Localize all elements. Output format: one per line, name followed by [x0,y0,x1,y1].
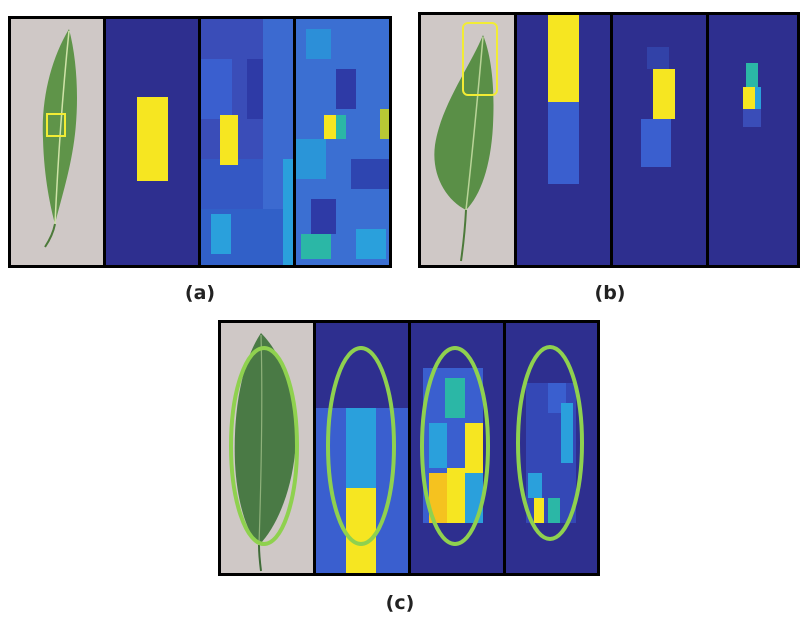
heatmap-b-3 [709,15,797,265]
activation-cell [465,423,483,473]
activation-cell [743,87,755,109]
activation-cell [548,102,579,184]
ellipse-marker-c-3 [420,346,490,546]
caption-a: (a) [184,282,216,304]
activation-cell [137,97,168,181]
activation-cell [548,15,579,102]
activation-cell [346,488,376,573]
activation-cell [429,423,447,468]
activation-cell [447,468,465,523]
activation-cell [641,119,671,167]
ellipse-marker-c-1 [229,346,299,546]
activation-cell [211,214,231,254]
activation-cell [429,473,447,523]
figure-group-a [8,16,392,268]
leaf-photo-a [11,19,103,265]
leaf-photo-c [221,323,313,573]
leaf-shape-a [42,29,77,224]
activation-cell [743,109,761,127]
leaf-shape-c [234,333,296,545]
heatmap-b-2 [613,15,706,265]
ellipse-layer-c-2 [420,346,490,546]
activation-cell [351,159,389,189]
activation-cell [746,63,758,87]
ellipse-layer-c-3 [516,345,584,541]
highlight-box-b [462,22,498,96]
figure-group-c [218,320,600,576]
activation-cell [380,109,389,139]
activation-cell [445,378,465,418]
ellipse-marker-c-4 [516,345,584,541]
heatmap-a-3 [296,19,389,265]
caption-c: (c) [385,592,415,614]
activation-cell [653,69,675,119]
activation-cell [548,498,560,523]
heatmap-a-2 [201,19,293,265]
heatmap-a-1 [106,19,198,265]
leaf-image-a [42,29,77,248]
activation-cell [528,473,542,498]
highlight-box-a [46,113,66,137]
activation-cell [220,115,238,165]
heatmap-c-2 [411,323,503,573]
activation-cell [534,498,544,523]
figure-group-b [418,12,800,268]
heatmap-c-3 [506,323,597,573]
leaf-photo-b [421,15,514,265]
activation-cell [336,115,346,139]
activation-cell [283,159,293,265]
activation-cell [346,408,376,488]
activation-cell [296,139,326,179]
activation-cell [301,234,331,259]
activation-cell [324,115,336,139]
activation-cell [755,87,761,109]
heatmap-c-1 [316,323,408,573]
ellipse-layer-c-1 [326,346,396,546]
activation-cell [336,69,356,109]
heatmap-b-1 [517,15,610,265]
activation-cell [561,403,573,463]
activation-cell [201,59,232,119]
caption-b: (b) [594,282,626,304]
activation-cell [647,47,669,69]
activation-cell [311,199,336,234]
activation-cell [356,229,386,259]
leaf-image-c [229,333,299,572]
activation-cell [306,29,331,59]
ellipse-marker-c-2 [326,346,396,546]
leaf-image-b [434,22,498,262]
